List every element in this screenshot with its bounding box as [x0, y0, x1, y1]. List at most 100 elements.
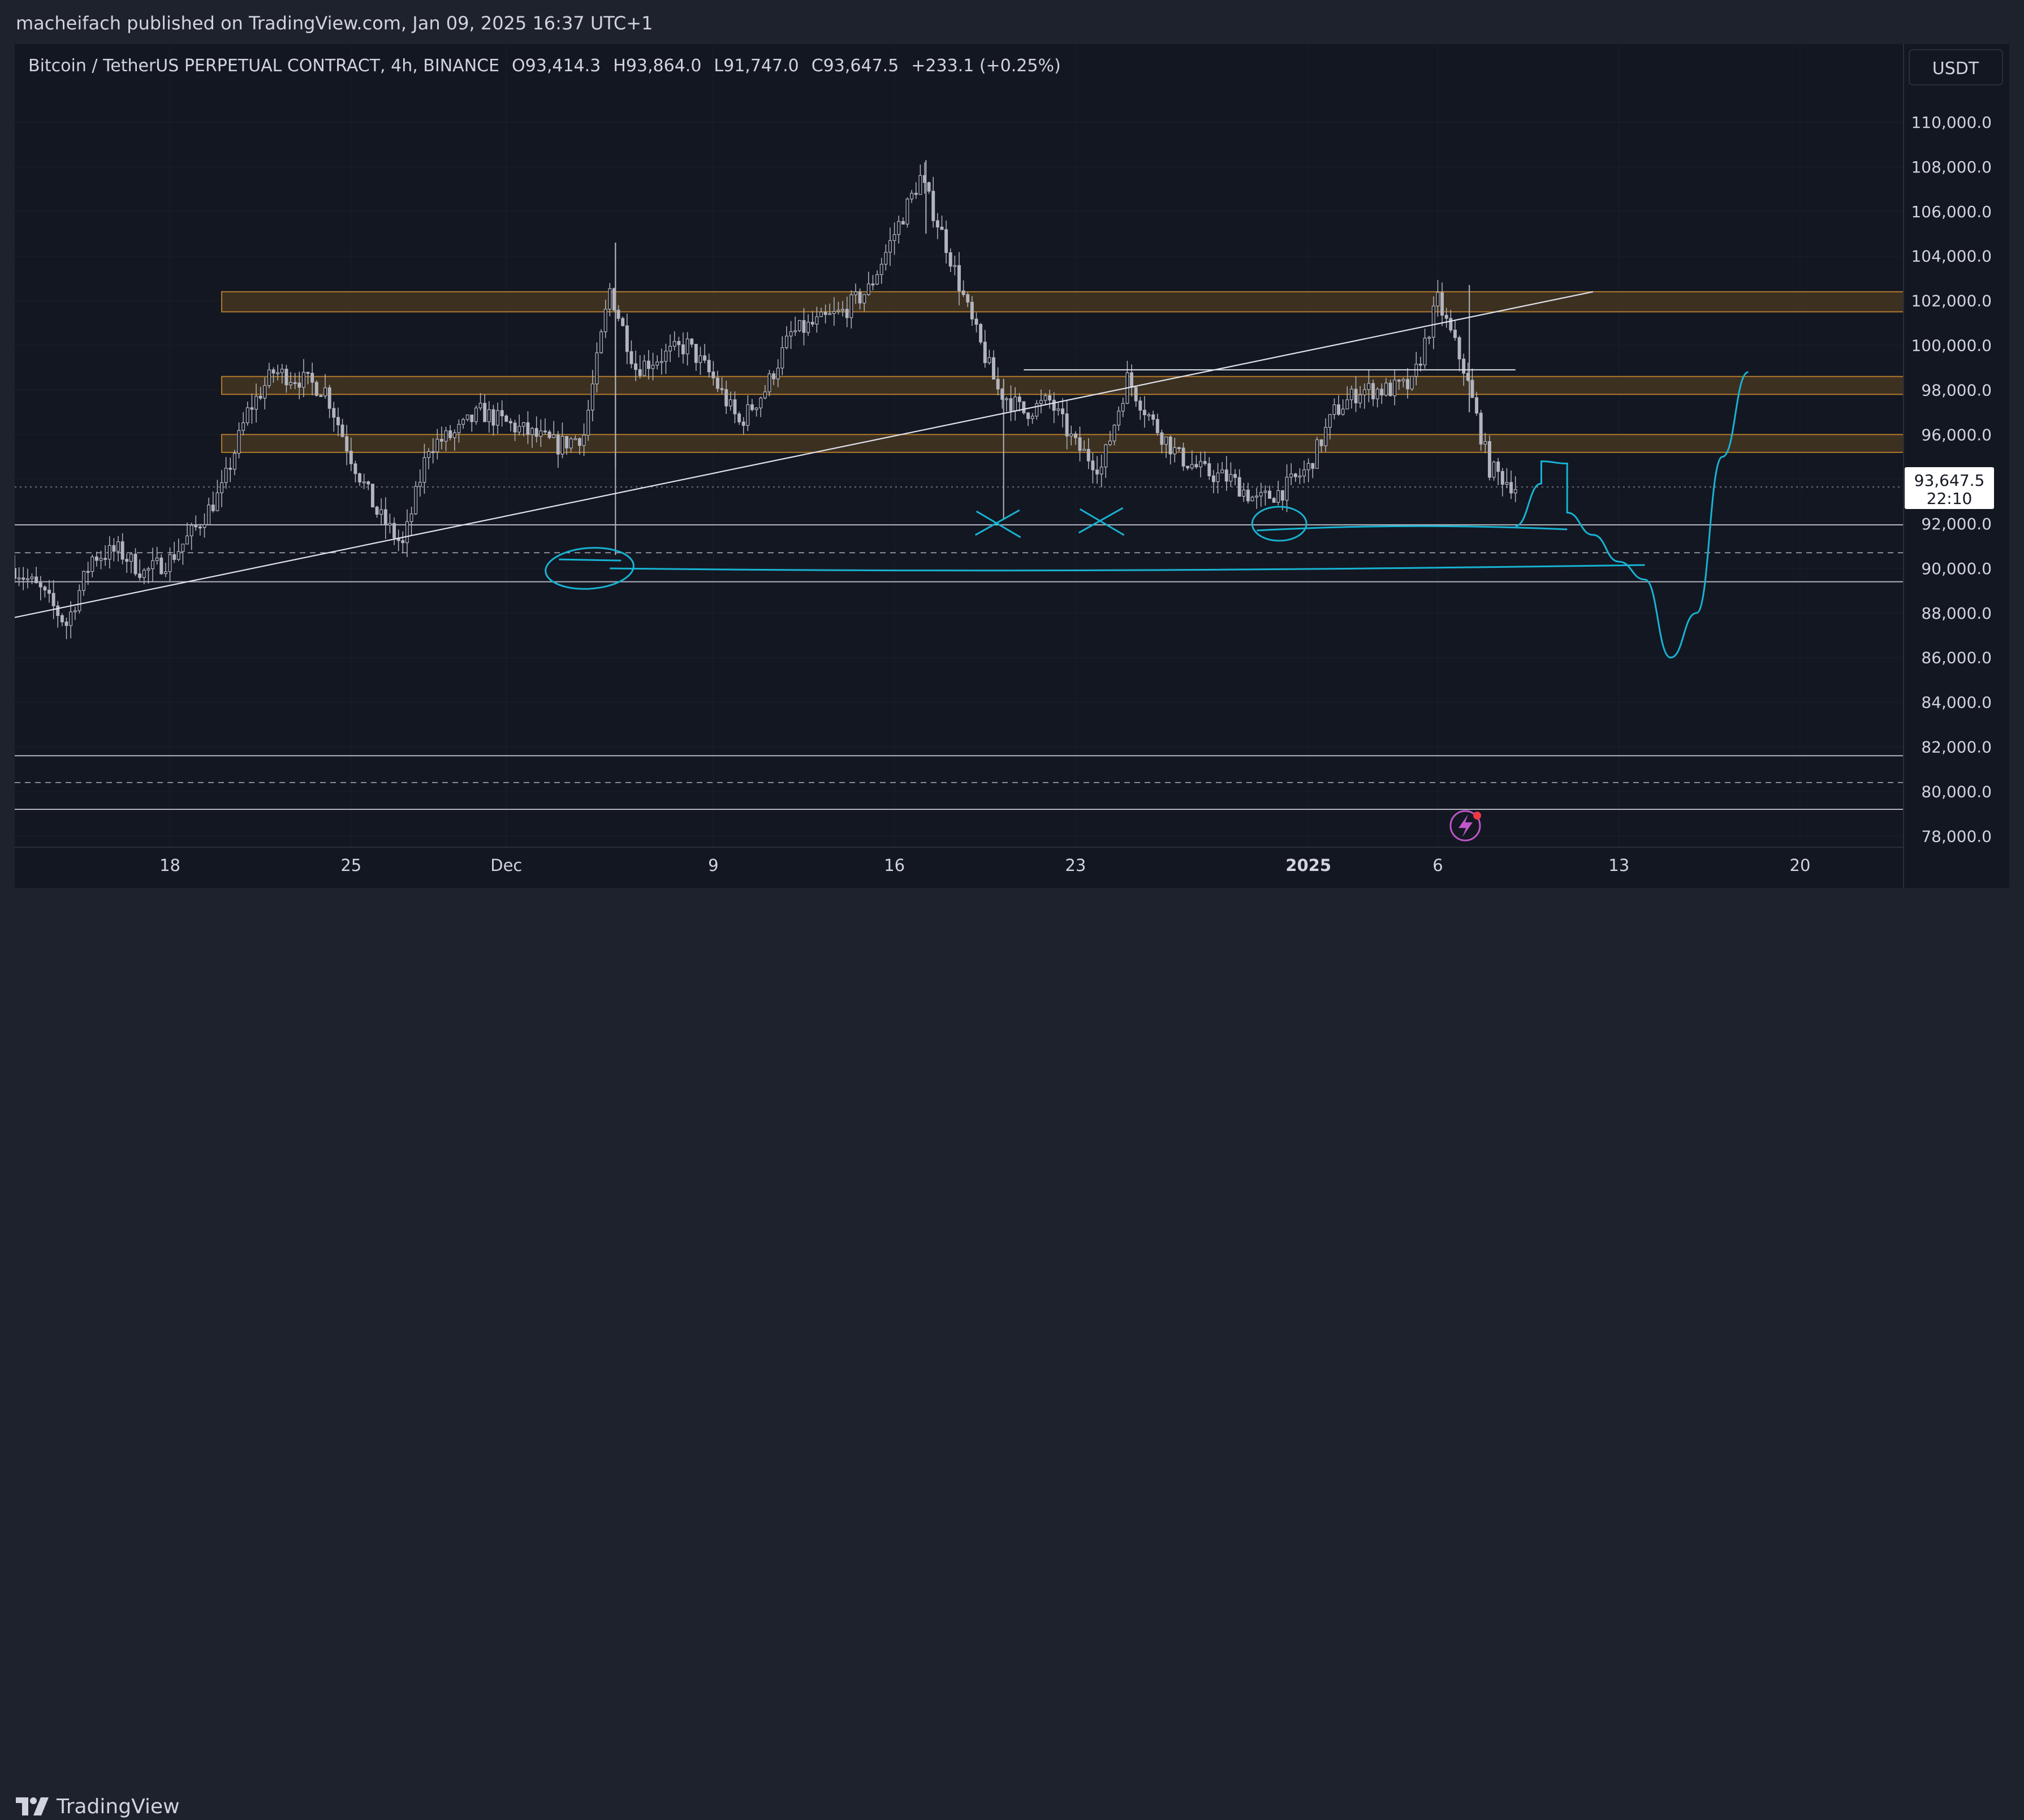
time-axis-labels: 18 25 Dec 9 16 23 2025 6 13 20	[159, 856, 1810, 875]
candle-body	[866, 283, 870, 295]
candle-body	[966, 294, 970, 303]
candle-body	[405, 521, 409, 544]
candle-body	[806, 322, 810, 333]
candle-body	[1324, 426, 1328, 446]
candle-body	[276, 372, 280, 374]
time-tick-label: 9	[708, 856, 718, 875]
chart-svg[interactable]: 110,000.0 108,000.0 106,000.0 104,000.0 102,…	[15, 44, 2009, 888]
candle-body	[983, 342, 987, 364]
candle-body	[1211, 475, 1215, 482]
support-line-92k	[1257, 525, 1568, 532]
candle-body	[1203, 461, 1207, 464]
candle-body	[845, 309, 849, 318]
candle-body	[590, 383, 594, 411]
candle-body	[1073, 433, 1077, 438]
candle-body	[314, 382, 318, 396]
candle-body	[452, 432, 456, 438]
candles-layer	[15, 160, 1517, 640]
candle-body	[552, 434, 556, 438]
candle-body	[634, 363, 638, 370]
candle-body	[99, 558, 103, 561]
candle-body	[1315, 439, 1319, 469]
candle-body	[496, 410, 500, 426]
candle-body	[992, 357, 995, 380]
candle-body	[1302, 469, 1306, 477]
candle-body	[327, 387, 331, 409]
candle-body	[332, 408, 336, 418]
candle-body	[1280, 490, 1284, 501]
horizontal-lines-layer	[15, 486, 1904, 810]
candle-body	[64, 622, 68, 626]
candle-body	[1513, 489, 1517, 494]
candle-body	[1444, 314, 1448, 319]
candle-body	[487, 409, 491, 422]
candle-body	[1337, 404, 1341, 415]
chart-panel[interactable]: 110,000.0 108,000.0 106,000.0 104,000.0 102,…	[15, 44, 2009, 888]
candle-body	[358, 473, 362, 482]
candle-body	[927, 182, 931, 192]
candle-body	[1004, 398, 1008, 400]
candle-body	[879, 264, 883, 275]
candle-body	[1462, 359, 1466, 374]
lightning-icon[interactable]	[1449, 810, 1481, 842]
candle-body	[1164, 437, 1168, 445]
time-tick-label: 13	[1608, 856, 1629, 875]
candle-body	[504, 415, 508, 422]
candle-body	[1091, 460, 1095, 471]
candle-body	[659, 361, 663, 363]
candle-body	[112, 545, 116, 552]
candle-body	[810, 322, 814, 325]
price-axis[interactable]	[1904, 44, 2009, 888]
candle-body	[280, 369, 284, 373]
candle-body	[310, 373, 314, 383]
candle-body	[1358, 394, 1362, 404]
time-tick-label: Dec	[490, 856, 522, 875]
candle-body	[664, 351, 668, 362]
price-tick-label: 80,000.0	[1921, 782, 1992, 801]
candle-body	[1082, 448, 1086, 451]
candle-body	[849, 294, 853, 318]
candle-body	[198, 527, 202, 529]
price-tick-label: 90,000.0	[1921, 559, 1992, 578]
candle-body	[1095, 469, 1099, 475]
time-tick-label: 16	[884, 856, 905, 875]
candle-body	[103, 558, 107, 560]
candle-body	[918, 175, 922, 195]
candle-body	[953, 265, 957, 268]
candle-body	[776, 368, 780, 379]
tradingview-logo[interactable]: TradingView	[16, 1793, 180, 1820]
candle-body	[1078, 437, 1082, 451]
candle-body	[668, 346, 672, 352]
candle-body	[422, 457, 426, 483]
candle-body	[1349, 389, 1353, 400]
candle-body	[1151, 414, 1155, 420]
candle-body	[1013, 396, 1017, 411]
candle-body	[711, 371, 715, 378]
candle-body	[301, 372, 305, 388]
candle-body	[772, 373, 776, 379]
candle-body	[366, 481, 370, 485]
candle-body	[793, 330, 797, 333]
candle-body	[362, 481, 366, 484]
candle-body	[987, 357, 991, 364]
candle-body	[1147, 414, 1151, 416]
candle-body	[534, 428, 538, 437]
candle-body	[1061, 408, 1064, 415]
candle-body	[560, 435, 564, 455]
candle-body	[90, 557, 94, 572]
candle-body	[681, 344, 685, 355]
candle-body	[1276, 490, 1280, 503]
candle-body	[1220, 469, 1224, 473]
candle-body	[625, 325, 629, 352]
candle-body	[707, 360, 711, 373]
currency-button[interactable]: USDT	[1909, 49, 2003, 85]
candle-body	[1492, 462, 1496, 478]
candle-body	[107, 545, 111, 560]
candle-body	[746, 404, 750, 426]
time-tick-label: 20	[1790, 856, 1811, 875]
candle-body	[470, 415, 474, 422]
price-tick-label: 106,000.0	[1911, 202, 1992, 221]
candle-body	[573, 438, 577, 441]
candle-body	[388, 523, 392, 525]
candle-body	[836, 309, 840, 312]
